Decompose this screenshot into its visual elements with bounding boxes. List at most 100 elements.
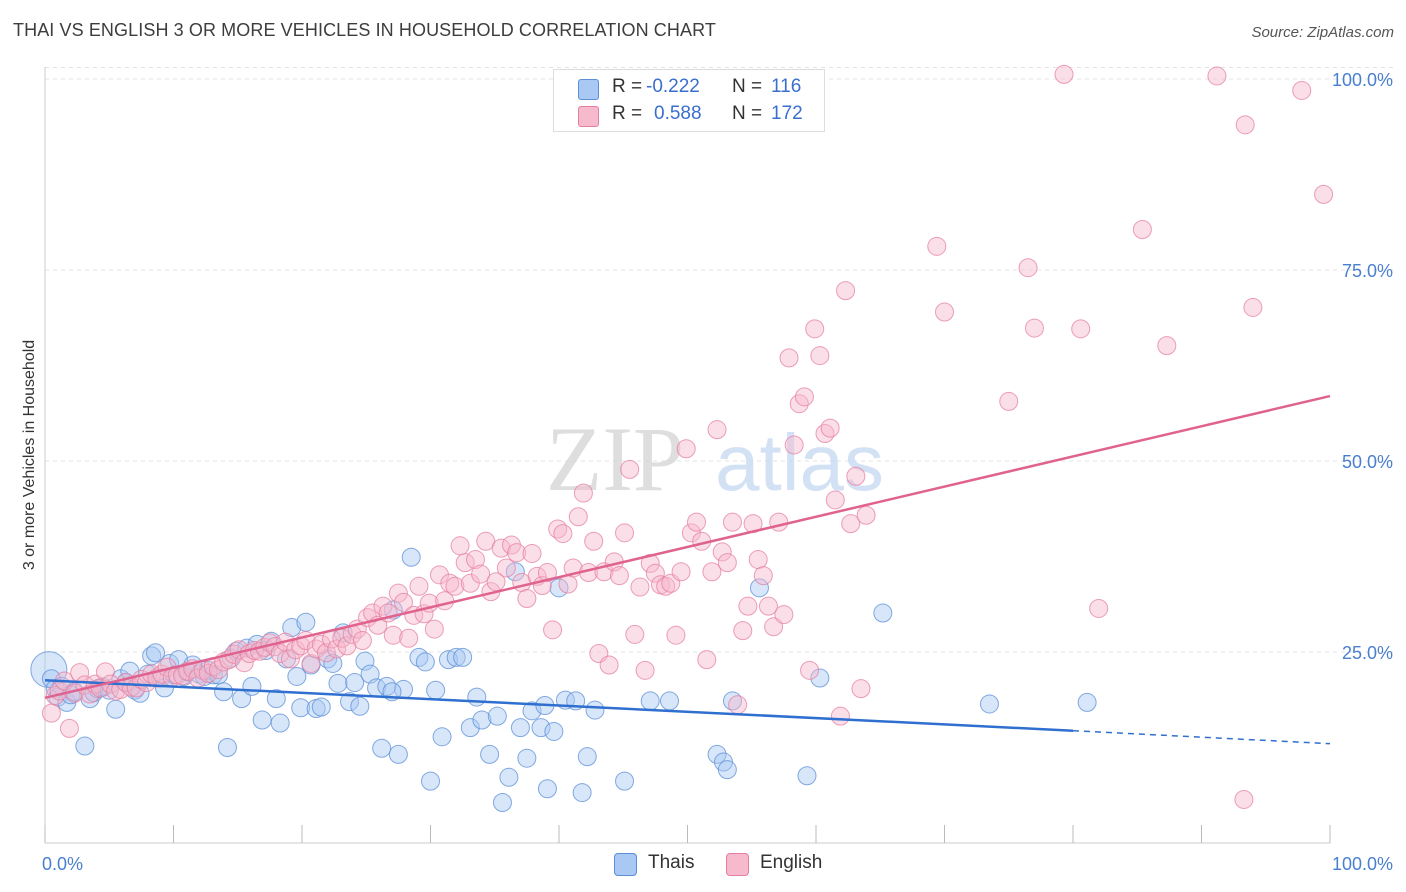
point-thais <box>75 736 95 756</box>
point-english <box>1234 789 1254 809</box>
point-english <box>779 348 799 368</box>
point-thais <box>585 700 605 720</box>
point-english <box>609 566 629 586</box>
legend-swatch-thais <box>578 79 599 100</box>
point-thais <box>146 643 166 663</box>
point-english <box>774 605 794 625</box>
point-english <box>352 631 372 651</box>
point-thais <box>517 748 537 768</box>
point-thais <box>106 699 126 719</box>
point-thais <box>577 747 597 767</box>
point-english <box>537 563 557 583</box>
point-english <box>851 679 871 699</box>
point-thais <box>487 706 507 726</box>
point-thais <box>810 668 830 688</box>
point-english <box>455 553 475 573</box>
watermark: ZIP atlas <box>546 408 884 510</box>
point-thais <box>446 647 466 667</box>
point-english <box>507 543 527 563</box>
y-tick-label: 75.0% <box>1342 261 1393 281</box>
watermark-atlas: atlas <box>715 418 884 507</box>
point-english <box>234 653 254 673</box>
point-english <box>1292 80 1312 100</box>
trend-line-thais <box>44 679 1074 732</box>
bottom-legend-label-thais: Thais <box>648 852 695 873</box>
point-english <box>717 553 737 573</box>
point-thais <box>323 653 343 673</box>
point-english <box>856 505 876 525</box>
point-english <box>301 653 321 673</box>
point-thais <box>242 676 262 696</box>
point-english <box>1024 318 1044 338</box>
point-english <box>784 435 804 455</box>
point-thais <box>432 727 452 747</box>
point-english <box>830 706 850 726</box>
point-thais <box>717 760 737 780</box>
point-english <box>543 620 563 640</box>
point-thais <box>266 689 286 709</box>
point-english <box>491 538 511 558</box>
x-tick-label: 0.0% <box>42 854 83 874</box>
point-english <box>409 576 429 596</box>
trend-line-english <box>44 394 1331 700</box>
point-thais <box>510 718 530 738</box>
point-english <box>712 542 732 562</box>
legend-r-value: -0.222 <box>646 76 700 97</box>
point-english <box>471 564 491 584</box>
y-tick-label: 25.0% <box>1342 643 1393 663</box>
point-thais <box>1077 692 1097 712</box>
point-thais <box>722 691 742 711</box>
point-english <box>935 302 954 322</box>
point-thais <box>615 771 635 791</box>
point-english <box>517 589 537 609</box>
point-english <box>635 660 655 680</box>
point-english <box>599 655 619 675</box>
legend-swatch-english <box>578 106 599 127</box>
point-thais <box>979 694 999 714</box>
point-english <box>573 483 593 503</box>
point-english <box>615 523 635 543</box>
point-english <box>522 543 542 563</box>
bottom-legend-swatch-english <box>726 853 749 876</box>
point-thais <box>287 666 307 686</box>
point-english <box>327 639 347 659</box>
point-english <box>95 662 115 682</box>
point-english <box>1207 66 1227 86</box>
bottom-legend-label-english: English <box>760 852 823 873</box>
point-english <box>440 573 460 593</box>
y-tick-label: 100.0% <box>1332 70 1393 90</box>
point-thais <box>707 744 727 764</box>
point-thais <box>350 696 370 716</box>
point-english <box>733 621 753 641</box>
point-english <box>553 524 573 544</box>
point-thais <box>291 698 311 718</box>
point-thais <box>270 713 290 733</box>
legend-n-value: 116 <box>771 76 802 97</box>
point-english <box>815 423 835 443</box>
point-english <box>59 718 79 738</box>
point-english <box>429 565 449 585</box>
point-english <box>738 596 758 616</box>
point-english <box>999 391 1019 411</box>
point-english <box>270 644 290 664</box>
point-thais <box>749 578 769 598</box>
legend-n-value: 172 <box>771 103 803 124</box>
point-english <box>748 550 768 570</box>
point-english <box>394 592 414 612</box>
point-thais <box>660 691 680 711</box>
point-english <box>568 507 588 527</box>
legend-r-value: 0.588 <box>654 103 702 124</box>
point-thais <box>480 744 500 764</box>
source-credit: Source: ZipAtlas.com <box>1251 24 1394 41</box>
point-english <box>1243 297 1263 317</box>
point-english <box>666 625 686 645</box>
point-thais <box>453 647 473 667</box>
point-thais <box>531 718 551 738</box>
point-thais <box>421 771 440 791</box>
point-english <box>1314 184 1334 204</box>
chart-title: THAI VS ENGLISH 3 OR MORE VEHICLES IN HO… <box>13 20 716 40</box>
point-thais <box>572 783 592 803</box>
stats-legend: R = -0.222 N = 116 R = 0.588 N = 172 <box>553 69 825 132</box>
point-english <box>825 490 845 510</box>
point-english <box>450 536 470 556</box>
